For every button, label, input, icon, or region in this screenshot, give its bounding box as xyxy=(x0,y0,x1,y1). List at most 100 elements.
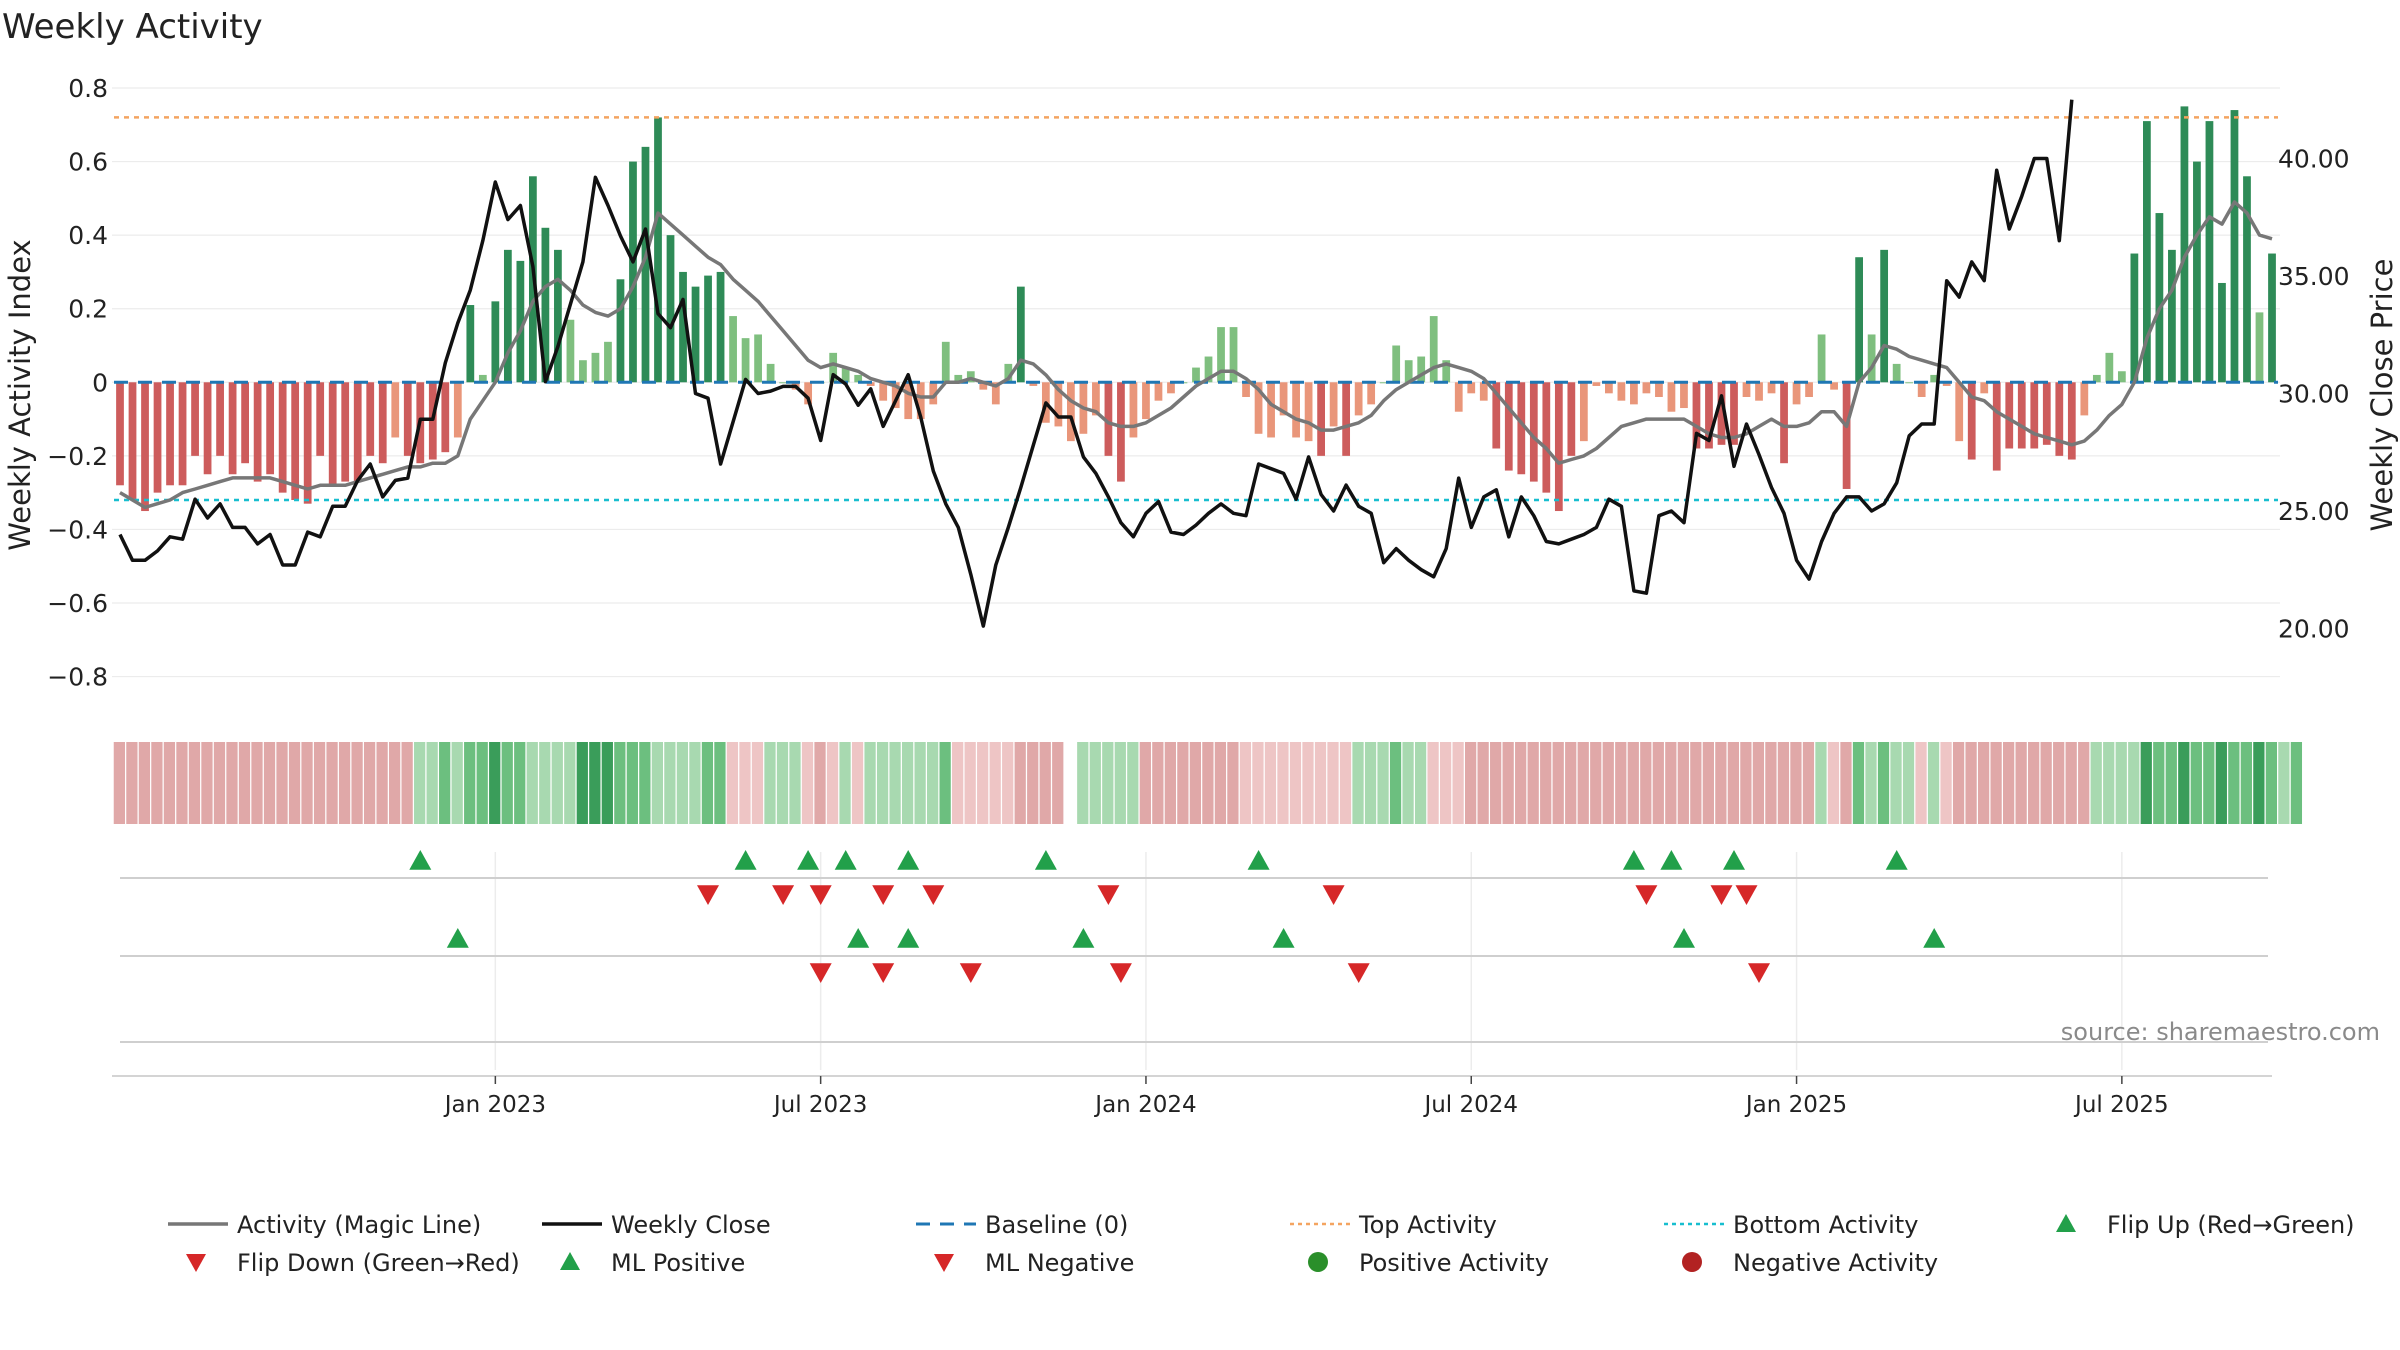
source-label: source: sharemaestro.com xyxy=(2061,1018,2380,1046)
strip-cell xyxy=(814,742,826,824)
activity-bar xyxy=(1817,334,1826,383)
activity-bar xyxy=(879,382,888,401)
activity-bar xyxy=(1129,382,1138,438)
activity-bar xyxy=(566,319,575,383)
legend-label: Positive Activity xyxy=(1359,1249,1549,1277)
strip-cell xyxy=(389,742,401,824)
activity-bar xyxy=(1917,382,1926,397)
ml-negative-marker xyxy=(959,963,982,983)
series-lines xyxy=(118,99,2273,628)
activity-bar xyxy=(203,382,212,475)
ml-positive-marker xyxy=(1923,928,1946,948)
activity-bar xyxy=(228,382,237,475)
activity-bar xyxy=(729,316,737,383)
legend-label: Flip Up (Red→Green) xyxy=(2107,1211,2355,1239)
flip-down-marker xyxy=(1710,885,1733,905)
strip-cell xyxy=(113,742,126,824)
activity-bar xyxy=(353,382,362,482)
activity-bar xyxy=(2080,382,2089,416)
activity-bar xyxy=(191,382,199,456)
flip-up-marker xyxy=(1034,850,1057,870)
activity-bar xyxy=(1467,382,1476,394)
activity-bar xyxy=(1117,382,1125,482)
strip-cell xyxy=(1502,742,1514,824)
y-tick-label: 0.8 xyxy=(68,74,108,103)
activity-bar xyxy=(128,382,137,500)
strip-cell xyxy=(1815,742,1827,824)
flip-up-marker xyxy=(834,850,857,870)
activity-bar xyxy=(854,374,863,383)
y-tick-label: 0 xyxy=(92,368,108,397)
activity-bar xyxy=(1842,382,1851,489)
strip-cell xyxy=(188,742,201,824)
strip-cell xyxy=(1852,742,1865,824)
activity-bar xyxy=(1805,382,1813,397)
y-tick-label: −0.2 xyxy=(47,442,108,471)
ml-positive-marker xyxy=(1072,928,1095,948)
strip-cell xyxy=(2240,742,2252,824)
strip-cell xyxy=(2028,742,2040,824)
strip-cell xyxy=(1364,742,1377,824)
strip-cell xyxy=(176,742,188,824)
activity-bar xyxy=(1304,382,1313,442)
activity-bar xyxy=(954,374,963,383)
strip-cell xyxy=(1102,742,1114,824)
strip-cell xyxy=(1527,742,1539,824)
strip-cell xyxy=(2040,742,2052,824)
activity-bar xyxy=(704,275,712,383)
strip-cell xyxy=(901,742,914,824)
legend-swatch xyxy=(186,1254,206,1272)
ml-positive-marker xyxy=(847,928,870,948)
activity-bar xyxy=(916,382,925,420)
chart-title: Weekly Activity xyxy=(2,7,263,47)
activity-bar xyxy=(1367,382,1376,405)
activity-bar xyxy=(979,382,988,390)
activity-bar xyxy=(1104,382,1113,456)
activity-bar xyxy=(341,382,350,482)
x-tick-label: Jan 2023 xyxy=(443,1092,546,1118)
activity-bar xyxy=(579,360,587,383)
activity-bar xyxy=(453,382,462,438)
strip-cell xyxy=(338,742,351,824)
strip-cell xyxy=(501,742,513,824)
activity-bar xyxy=(153,382,162,493)
strip-cell xyxy=(1952,742,1965,824)
ml-negative-marker xyxy=(1347,963,1370,983)
y-tick-label: 0.6 xyxy=(68,148,108,177)
activity-bar xyxy=(2092,374,2101,383)
strip-cell xyxy=(238,742,251,824)
strip-cell xyxy=(576,742,588,824)
activity-bar xyxy=(291,382,300,500)
activity-bar xyxy=(1417,356,1426,383)
activity-bar xyxy=(1605,382,1613,394)
activity-bar xyxy=(1992,382,2001,471)
activity-bar xyxy=(1592,382,1601,386)
strip-cell xyxy=(251,742,263,824)
strip-cell xyxy=(1915,742,1927,824)
activity-bar xyxy=(1379,382,1388,384)
x-tick-label: Jan 2024 xyxy=(1093,1092,1196,1118)
activity-bar xyxy=(1554,382,1563,512)
strip-cell xyxy=(1014,742,1026,824)
strip-cell xyxy=(1565,742,1577,824)
strip-cell xyxy=(1277,742,1289,824)
strip-cell xyxy=(1039,742,1051,824)
strip-cell xyxy=(539,742,551,824)
strip-cell xyxy=(1740,742,1752,824)
activity-bar xyxy=(178,382,187,486)
strip-cell xyxy=(2090,742,2102,824)
strip-cell xyxy=(426,742,438,824)
flip-down-marker xyxy=(809,885,832,905)
strip-cell xyxy=(601,742,613,824)
y-tick-label: −0.8 xyxy=(47,663,108,692)
strip-cell xyxy=(151,742,163,824)
activity-bar xyxy=(1004,363,1013,383)
strip-cell xyxy=(1027,742,1039,824)
strip-cell xyxy=(276,742,288,824)
activity-bar xyxy=(2005,382,2014,449)
strip-cell xyxy=(551,742,563,824)
strip-cell xyxy=(626,742,638,824)
activity-bar xyxy=(991,382,1000,405)
strip-cell xyxy=(1177,742,1189,824)
y-tick-label: 0.4 xyxy=(68,221,108,250)
